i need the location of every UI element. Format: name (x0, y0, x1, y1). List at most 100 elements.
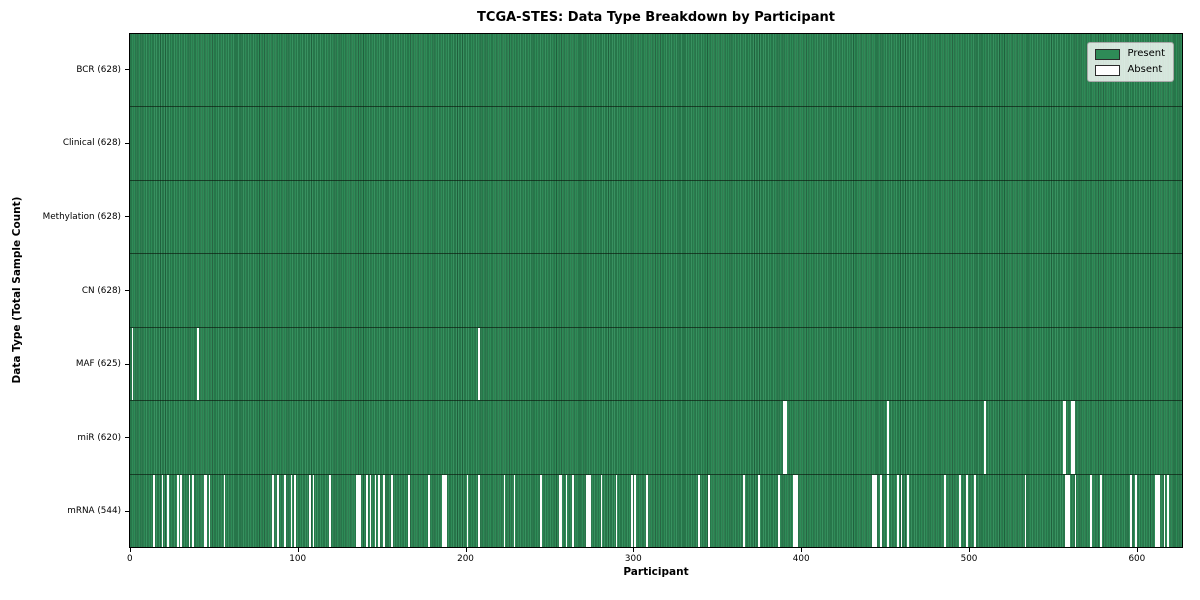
absent-mark (880, 474, 883, 547)
absent-mark (784, 401, 787, 474)
legend: Present Absent (1087, 42, 1174, 82)
absent-mark (1064, 401, 1067, 474)
absent-mark (558, 474, 561, 547)
x-tick-label: 600 (1128, 554, 1146, 564)
absent-mark (1063, 401, 1065, 474)
y-tick-mark (124, 142, 129, 144)
absent-swatch-icon (1095, 64, 1121, 76)
absent-mark (588, 474, 591, 547)
absent-mark (1068, 474, 1070, 547)
absent-mark (707, 474, 710, 547)
absent-mark (585, 474, 588, 547)
absent-mark (587, 474, 589, 547)
legend-label-absent: Absent (1127, 64, 1163, 75)
absent-mark (1163, 474, 1166, 547)
absent-mark (191, 474, 194, 547)
absent-mark (944, 474, 946, 547)
data-row-mir (130, 400, 1182, 474)
absent-mark (965, 474, 968, 547)
absent-mark (312, 474, 315, 547)
absent-mark (887, 474, 889, 547)
absent-mark (758, 474, 760, 547)
absent-mark (600, 474, 603, 547)
absent-mark (443, 474, 445, 547)
absent-mark (203, 474, 206, 547)
absent-mark (887, 401, 889, 474)
x-axis-label: Participant (623, 566, 689, 578)
absent-mark (166, 474, 169, 547)
x-tick-mark (297, 548, 299, 552)
absent-mark (795, 474, 797, 547)
absent-mark (374, 474, 377, 547)
absent-mark (391, 474, 393, 547)
absent-mark (272, 474, 275, 547)
y-tick-mark (124, 363, 129, 365)
absent-mark (645, 474, 648, 547)
y-tick-label: mRNA (544) (67, 506, 121, 517)
absent-mark (1155, 474, 1157, 547)
absent-mark (408, 474, 410, 547)
chart-title: TCGA-STES: Data Type Breakdown by Partic… (477, 10, 835, 25)
absent-mark (1156, 474, 1159, 547)
absent-mark (697, 474, 700, 547)
x-tick-mark (633, 548, 635, 552)
absent-mark (897, 474, 899, 547)
absent-mark (161, 474, 164, 547)
absent-mark (329, 474, 332, 547)
absent-mark (1166, 474, 1169, 547)
absent-mark (284, 474, 286, 547)
absent-mark (778, 474, 780, 547)
x-tick-label: 400 (792, 554, 810, 564)
absent-mark (503, 474, 506, 547)
x-tick-mark (969, 548, 970, 552)
absent-mark (294, 474, 296, 547)
absent-mark (560, 474, 563, 547)
absent-mark (1158, 474, 1161, 547)
y-tick-label: MAF (625) (75, 359, 121, 370)
absent-mark (872, 474, 874, 547)
absent-mark (959, 474, 961, 547)
absent-mark (359, 474, 362, 547)
absent-mark (478, 474, 481, 547)
y-tick-mark (124, 69, 129, 71)
absent-mark (615, 474, 618, 547)
absent-mark (572, 474, 574, 547)
absent-mark (875, 474, 878, 547)
x-tick-label: 200 (457, 554, 474, 564)
absent-mark (356, 474, 358, 547)
absent-mark (478, 327, 481, 401)
absent-mark (357, 474, 360, 547)
absent-mark (180, 474, 182, 547)
y-tick-mark (124, 290, 129, 291)
absent-mark (444, 474, 447, 547)
data-row-maf (130, 326, 1182, 401)
absent-mark (1071, 401, 1074, 474)
absent-mark (900, 474, 903, 547)
absent-mark (1024, 474, 1027, 547)
absent-mark (793, 474, 796, 547)
absent-mark (441, 474, 444, 547)
absent-mark (309, 474, 311, 547)
absent-mark (565, 474, 568, 547)
absent-mark (1074, 474, 1077, 547)
absent-mark (428, 474, 430, 547)
absent-mark (277, 474, 280, 547)
absent-mark (907, 474, 909, 547)
plot-area: Present Absent (129, 33, 1183, 548)
absent-mark (1066, 474, 1069, 547)
x-tick-label: 500 (960, 554, 978, 564)
absent-mark (634, 474, 636, 547)
absent-mark (208, 474, 211, 547)
data-row-bcr (130, 34, 1182, 107)
y-tick-label: BCR (628) (76, 64, 121, 75)
absent-mark (176, 474, 179, 547)
legend-label-present: Present (1127, 48, 1165, 59)
absent-mark (466, 474, 469, 547)
x-tick-label: 300 (624, 554, 642, 564)
absent-mark (377, 474, 380, 547)
y-tick-mark (124, 510, 129, 512)
y-tick-label: Clinical (628) (62, 138, 121, 149)
data-row-cn (130, 253, 1182, 327)
absent-mark (197, 327, 199, 401)
